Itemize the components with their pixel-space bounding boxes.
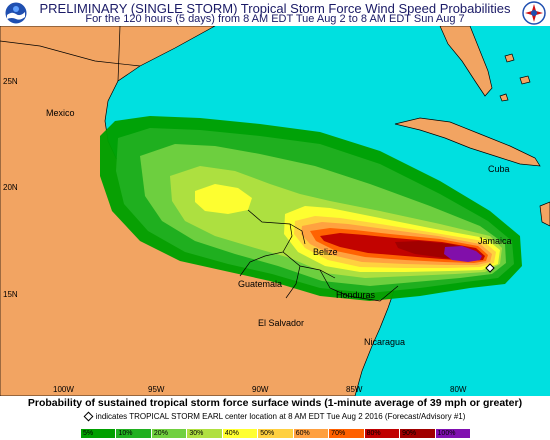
place-label-el-salvador: El Salvador — [258, 318, 304, 328]
legend-swatch: 50% — [257, 429, 293, 438]
place-label-belize: Belize — [313, 247, 338, 257]
prob-band-40-west — [195, 184, 252, 214]
legend-label: 60% — [295, 430, 310, 437]
cuba-landmass — [394, 117, 541, 167]
place-label-jamaica: Jamaica — [478, 236, 512, 246]
lat-label-20n: 20N — [3, 183, 18, 192]
lon-label-100w: 100W — [53, 385, 74, 394]
lon-label-90w: 90W — [252, 385, 269, 394]
lon-label-85w: 85W — [346, 385, 363, 394]
legend-label: 5% — [83, 430, 94, 437]
legend-swatch: 10% — [115, 429, 151, 438]
prob-band-100 — [444, 246, 482, 262]
legend-swatch: 30% — [186, 429, 222, 438]
legend-swatch: 20% — [150, 429, 187, 438]
footer: Probability of sustained tropical storm … — [0, 396, 550, 440]
legend-label: 20% — [153, 430, 168, 437]
legend-swatch: 80% — [363, 429, 400, 438]
legend-label: 10% — [118, 430, 133, 437]
map-caption: Probability of sustained tropical storm … — [27, 397, 523, 409]
storm-center-diamond-icon — [485, 263, 495, 273]
noaa-logo-icon — [4, 1, 28, 25]
map-title: PRELIMINARY (SINGLE STORM) Tropical Stor… — [39, 1, 511, 16]
lat-label-25n: 25N — [3, 77, 18, 86]
place-label-honduras: Honduras — [336, 290, 376, 300]
legend-label: 100% — [437, 430, 456, 437]
legend-label: 30% — [189, 430, 204, 437]
legend-label: 80% — [366, 430, 381, 437]
map-canvas: 25N 20N 15N 100W 95W 90W 85W 80W Mexico … — [0, 26, 550, 396]
legend-swatch: 100% — [434, 429, 470, 438]
legend-swatch: 40% — [221, 429, 258, 438]
legend-label: 40% — [224, 430, 239, 437]
storm-note-text: indicates TROPICAL STORM EARL center loc… — [95, 412, 466, 421]
florida-landmass — [439, 26, 493, 97]
diamond-icon — [83, 411, 94, 422]
legend-swatch: 90% — [399, 429, 435, 438]
lon-label-80w: 80W — [450, 385, 467, 394]
legend-swatch: 70% — [328, 429, 364, 438]
place-label-nicaragua: Nicaragua — [364, 337, 405, 347]
lat-label-15n: 15N — [3, 290, 18, 299]
lon-label-95w: 95W — [148, 385, 165, 394]
probability-legend: 5% 10% 20% 30% 40% 50% 60% 70% 80% 90% 100% — [80, 429, 470, 438]
country-borders — [0, 26, 399, 302]
legend-label: 90% — [402, 430, 417, 437]
hispaniola-landmass — [539, 201, 550, 227]
nws-logo-icon — [522, 1, 546, 25]
place-label-guatemala: Guatemala — [238, 279, 282, 289]
legend-swatch: 5% — [80, 429, 116, 438]
place-label-mexico: Mexico — [46, 108, 75, 118]
probability-map: 25N 20N 15N 100W 95W 90W 85W 80W Mexico … — [0, 26, 550, 396]
legend-swatch: 60% — [292, 429, 329, 438]
map-subtitle: For the 120 hours (5 days) from 8 AM EDT… — [85, 13, 465, 25]
header: PRELIMINARY (SINGLE STORM) Tropical Stor… — [0, 0, 550, 26]
storm-note: indicates TROPICAL STORM EARL center loc… — [0, 411, 550, 422]
legend-label: 50% — [260, 430, 275, 437]
legend-label: 70% — [331, 430, 346, 437]
bahamas-islands — [499, 53, 531, 102]
place-label-cuba: Cuba — [488, 164, 510, 174]
